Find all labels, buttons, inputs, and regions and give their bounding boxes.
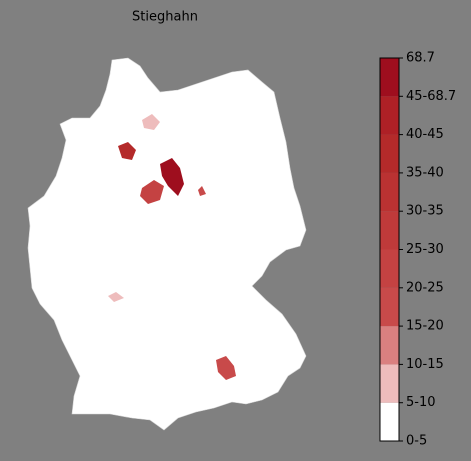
colorbar-segment [380, 134, 399, 173]
colorbar-segment [380, 58, 399, 97]
region [108, 292, 124, 302]
colorbar-label: 45-68.7 [406, 89, 456, 104]
colorbar-segment [380, 326, 399, 365]
colorbar-label: 10-15 [406, 357, 444, 372]
region [142, 114, 160, 130]
colorbar-segment [380, 402, 399, 441]
colorbar-label: 5-10 [406, 395, 436, 410]
colorbar-label: 0-5 [406, 434, 427, 449]
colorbar-label: 15-20 [406, 319, 444, 334]
colorbar-segment [380, 172, 399, 212]
colorbar-label: 20-25 [406, 280, 444, 295]
colorbar-label: 35-40 [406, 165, 444, 180]
country-outline [27, 57, 307, 431]
region [140, 180, 164, 204]
map-title: Stieghahn [132, 10, 198, 25]
colorbar-label: 30-35 [406, 204, 444, 219]
colorbar: 0-5 5-10 10-15 15-20 20-25 25-30 30-35 35-40 40-… [379, 51, 456, 449]
germany-map [27, 57, 307, 431]
region [118, 142, 136, 160]
colorbar-segment [380, 96, 399, 135]
region [160, 158, 184, 196]
colorbar-segment [380, 211, 399, 250]
colorbar-label: 40-45 [406, 127, 444, 142]
region [198, 186, 206, 196]
colorbar-label: 68.7 [406, 51, 435, 66]
colorbar-label: 25-30 [406, 242, 444, 257]
colorbar-segment [380, 287, 399, 327]
colorbar-segment [380, 364, 399, 403]
region [216, 356, 236, 380]
colorbar-segment [380, 249, 399, 288]
